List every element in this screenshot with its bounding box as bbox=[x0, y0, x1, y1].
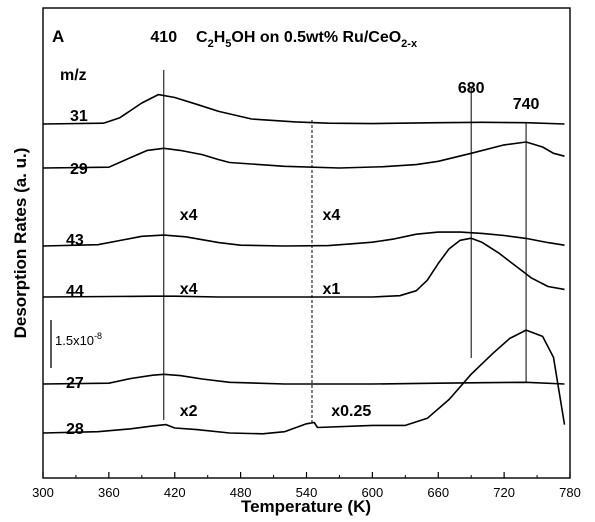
x-tick-label: 360 bbox=[98, 485, 120, 500]
scale-annotations: x4 x4 x4 x1 x2 x0.25 bbox=[180, 207, 372, 420]
x-tick-label: 300 bbox=[32, 485, 54, 500]
x-axis-ticks bbox=[42, 472, 571, 478]
scale-annotation: x4 bbox=[180, 281, 198, 298]
scale-bar-label: 1.5x10-8 bbox=[55, 331, 102, 348]
plot-frame bbox=[42, 7, 571, 479]
title-sub: 2 bbox=[208, 38, 214, 50]
scale-annotation: x1 bbox=[322, 281, 340, 298]
series-label: 28 bbox=[66, 421, 84, 438]
series-line bbox=[42, 329, 566, 435]
x-tick-label: 540 bbox=[296, 485, 318, 500]
x-tick-label: 420 bbox=[164, 485, 186, 500]
series-label: 27 bbox=[66, 375, 84, 392]
series-line bbox=[42, 231, 565, 247]
peak-marker-label: 410 bbox=[150, 29, 177, 46]
title-part: C bbox=[196, 29, 208, 46]
y-axis-label: Desorption Rates (a. u.) bbox=[11, 148, 30, 339]
scale-annotation: x4 bbox=[180, 207, 198, 224]
x-tick-label: 780 bbox=[559, 485, 581, 500]
title-part: OH on 0.5wt% Ru/CeO bbox=[231, 29, 401, 46]
title-part: H bbox=[214, 29, 226, 46]
x-axis-tick-labels: 300 360 420 480 540 600 660 720 780 bbox=[32, 485, 581, 500]
series-lines bbox=[42, 93, 566, 435]
scale-annotation: x2 bbox=[180, 403, 198, 420]
chart-title: C2H5OH on 0.5wt% Ru/CeO2-x bbox=[196, 29, 418, 50]
x-tick-label: 720 bbox=[493, 485, 515, 500]
x-axis-label: Temperature (K) bbox=[241, 497, 371, 516]
title-sub: 5 bbox=[225, 38, 231, 50]
peak-marker-label: 680 bbox=[458, 80, 485, 97]
peak-markers: 410 680 740 bbox=[150, 29, 540, 425]
series-header: m/z bbox=[60, 67, 87, 84]
x-tick-label: 480 bbox=[230, 485, 252, 500]
series-labels: 31 29 43 44 27 28 bbox=[66, 108, 88, 438]
series-label: 43 bbox=[66, 232, 84, 249]
title-sub: 2-x bbox=[401, 38, 418, 50]
series-label: 44 bbox=[66, 283, 84, 300]
series-line bbox=[42, 237, 565, 298]
x-tick-label: 660 bbox=[427, 485, 449, 500]
scale-bar-exp: -8 bbox=[94, 331, 102, 341]
series-line bbox=[42, 141, 565, 169]
series-line bbox=[42, 93, 565, 125]
series-label: 29 bbox=[70, 161, 88, 178]
peak-marker-label: 740 bbox=[513, 96, 540, 113]
scale-annotation: x4 bbox=[322, 207, 340, 224]
scale-bar-base: 1.5x10 bbox=[55, 333, 94, 348]
panel-label: A bbox=[52, 27, 64, 46]
series-label: 31 bbox=[70, 108, 88, 125]
scale-annotation: x0.25 bbox=[331, 403, 371, 420]
series-line bbox=[42, 373, 565, 385]
x-tick-label: 600 bbox=[362, 485, 384, 500]
